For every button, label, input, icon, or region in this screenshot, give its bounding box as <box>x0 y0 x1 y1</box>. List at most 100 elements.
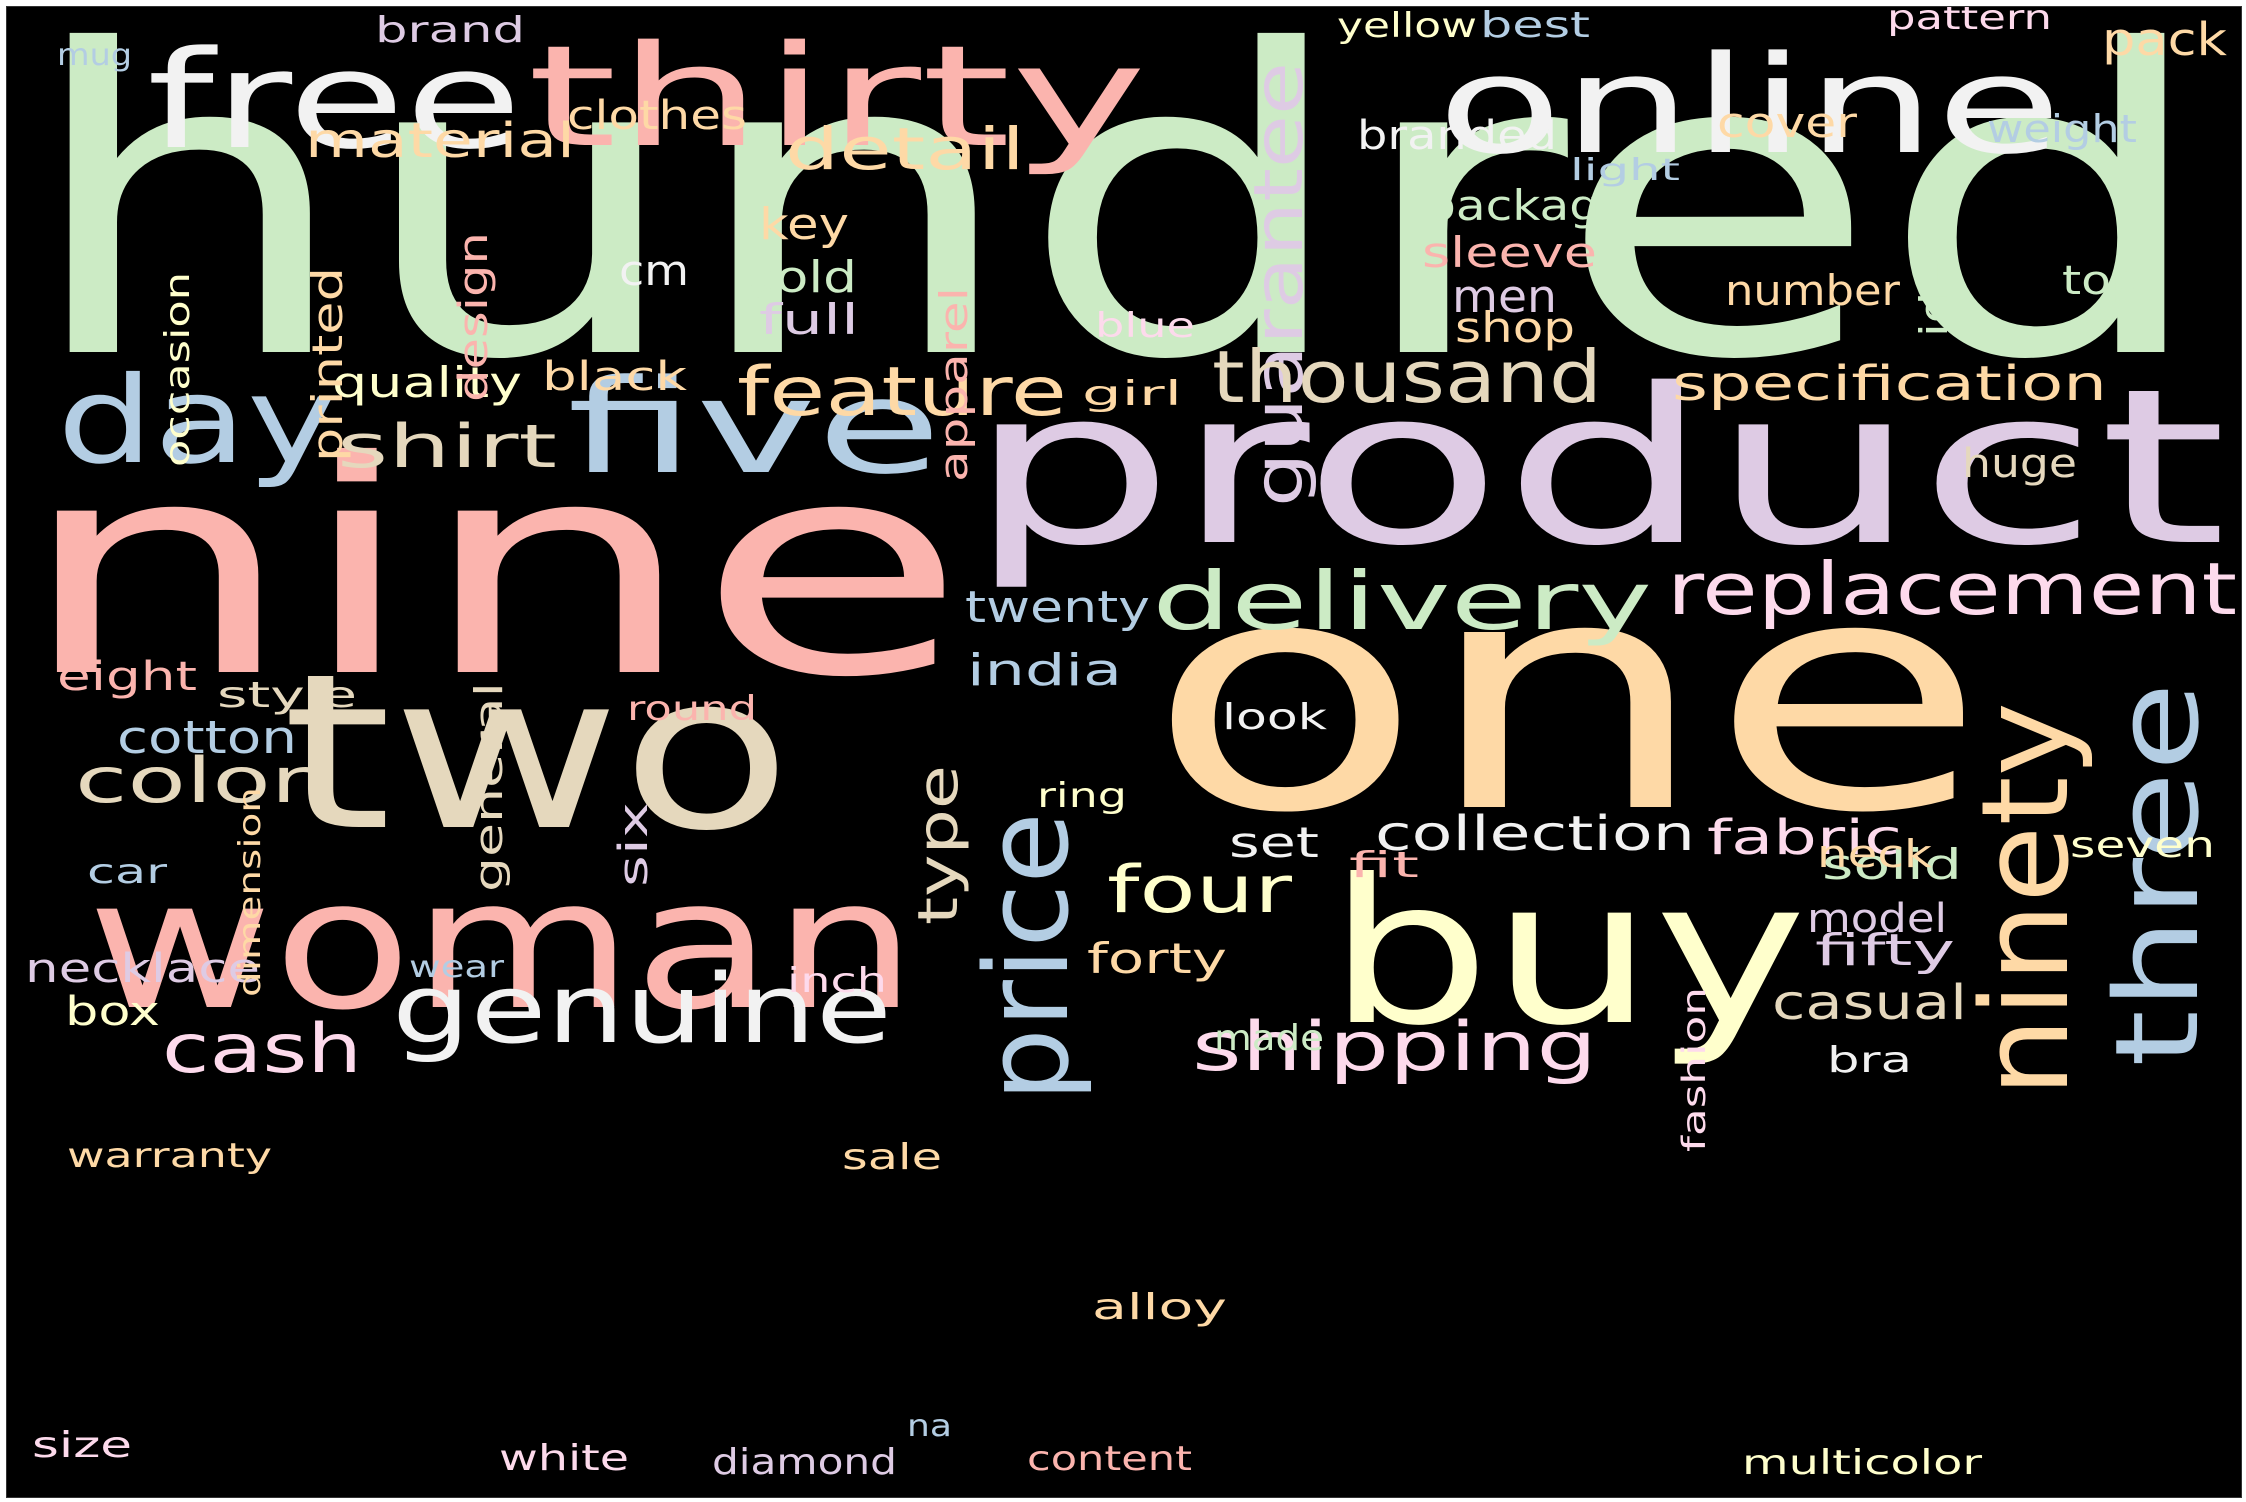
word-eight: eight <box>57 654 197 700</box>
word-round: round <box>627 689 757 729</box>
word-shipping: shipping <box>1192 1008 1597 1087</box>
word-buy: buy <box>1327 837 1807 1070</box>
word-content: content <box>1027 1439 1192 1479</box>
word-shirt: shirt <box>337 412 557 482</box>
word-look: look <box>1222 697 1327 738</box>
word-cash: cash <box>162 1010 362 1089</box>
word-five: five <box>567 351 942 503</box>
word-ninety: ninety <box>1957 702 2096 1097</box>
word-occasion: occasion <box>158 272 198 467</box>
word-twenty: twenty <box>965 582 1150 633</box>
word-multicolor: multicolor <box>1742 1443 1982 1483</box>
word-india: india <box>967 645 1122 696</box>
word-color: color <box>75 744 311 817</box>
word-replacement: replacement <box>1667 547 2237 631</box>
word-thirty: thirty <box>527 16 1147 179</box>
word-guarantee: guarantee <box>1240 62 1319 507</box>
word-warranty: warranty <box>67 1136 272 1176</box>
word-box: box <box>65 989 160 1035</box>
word-material: material <box>305 113 575 169</box>
word-sleeve: sleeve <box>1422 228 1597 277</box>
word-number: number <box>1725 266 1901 315</box>
word-weight: weight <box>1987 107 2137 151</box>
word-diamond: diamond <box>712 1442 897 1483</box>
word-clothes: clothes <box>567 93 747 139</box>
word-shop: shop <box>1455 303 1575 352</box>
word-apparel: apparel <box>932 287 976 482</box>
word-design: design <box>451 232 497 402</box>
word-fashion: fashion <box>1675 987 1713 1152</box>
word-black: black <box>542 354 688 400</box>
word-casual: casual <box>1772 975 1967 1031</box>
word-thousand: thousand <box>1212 335 1602 419</box>
word-made: made <box>1214 1018 1324 1059</box>
word-six: six <box>611 802 657 887</box>
word-sale: sale <box>842 1137 942 1178</box>
word-ideal: ideal <box>1912 217 1956 337</box>
word-collection: collection <box>1375 806 1695 862</box>
word-set: set <box>1229 818 1319 867</box>
word-genuine: genuine <box>392 955 892 1065</box>
word-specification: specification <box>1672 356 2107 412</box>
word-brand: brand <box>375 10 525 51</box>
word-girl: girl <box>1082 374 1182 414</box>
word-branded: branded <box>1357 113 1557 159</box>
word-light: light <box>1570 153 1680 188</box>
word-inch: inch <box>787 961 887 1001</box>
word-delivery: delivery <box>1152 555 1652 648</box>
word-product: product <box>967 342 2227 593</box>
word-ring: ring <box>1037 776 1127 816</box>
word-feature: feature <box>737 353 1067 432</box>
word-huge: huge <box>1962 441 2077 487</box>
word-printed: printed <box>303 267 352 462</box>
word-men: men <box>1452 270 1557 323</box>
word-cloud: hundred one nine product two woman buy online th… <box>6 6 2242 1498</box>
word-fifty: fifty <box>1815 925 1955 976</box>
word-two: two <box>282 627 792 878</box>
word-pack: pack <box>2102 13 2227 66</box>
word-dimension: dimension <box>233 787 268 997</box>
word-online: online <box>1437 27 2062 184</box>
word-package: package <box>1425 181 1630 230</box>
word-nine: nine <box>17 398 967 742</box>
word-top: top <box>2062 258 2142 304</box>
word-four: four <box>1107 853 1292 928</box>
word-cm: cm <box>619 246 689 295</box>
word-wear: wear <box>409 950 505 985</box>
word-fabric: fabric <box>1707 810 1902 866</box>
word-full: full <box>759 295 859 344</box>
word-hundred: hundred <box>22 7 2212 452</box>
word-alloy: alloy <box>1092 1287 1227 1328</box>
word-best: best <box>1480 7 1590 46</box>
word-fit: fit <box>1349 845 1419 886</box>
word-forty: forty <box>1087 934 1227 983</box>
word-mug: mug <box>57 38 132 73</box>
word-general: general <box>467 682 511 892</box>
word-day: day <box>57 352 337 491</box>
word-neck: neck <box>1817 832 1932 876</box>
word-gold: gold <box>742 252 857 303</box>
word-bra: bra <box>1827 1040 1912 1081</box>
word-type: type <box>906 765 970 925</box>
word-quality: quality <box>332 358 522 407</box>
word-pattern: pattern <box>1887 7 2052 38</box>
word-woman: woman <box>87 841 917 1050</box>
word-key: key <box>759 199 849 250</box>
word-size: size <box>32 1425 132 1466</box>
word-detail: detail <box>785 115 1025 183</box>
word-price: price <box>961 812 1095 1102</box>
word-solid: solid <box>1822 840 1962 889</box>
word-three: three <box>2091 682 2225 1067</box>
word-seven: seven <box>2070 825 2215 866</box>
word-style: style <box>217 675 357 716</box>
word-blue: blue <box>1095 306 1195 346</box>
word-one: one <box>1147 511 1987 883</box>
word-cover: cover <box>1717 98 1858 147</box>
word-free: free <box>147 22 522 179</box>
word-yellow: yellow <box>1337 7 1477 46</box>
word-necklace: necklace <box>25 946 260 992</box>
word-model: model <box>1807 896 1947 942</box>
word-na: na <box>907 1409 952 1444</box>
